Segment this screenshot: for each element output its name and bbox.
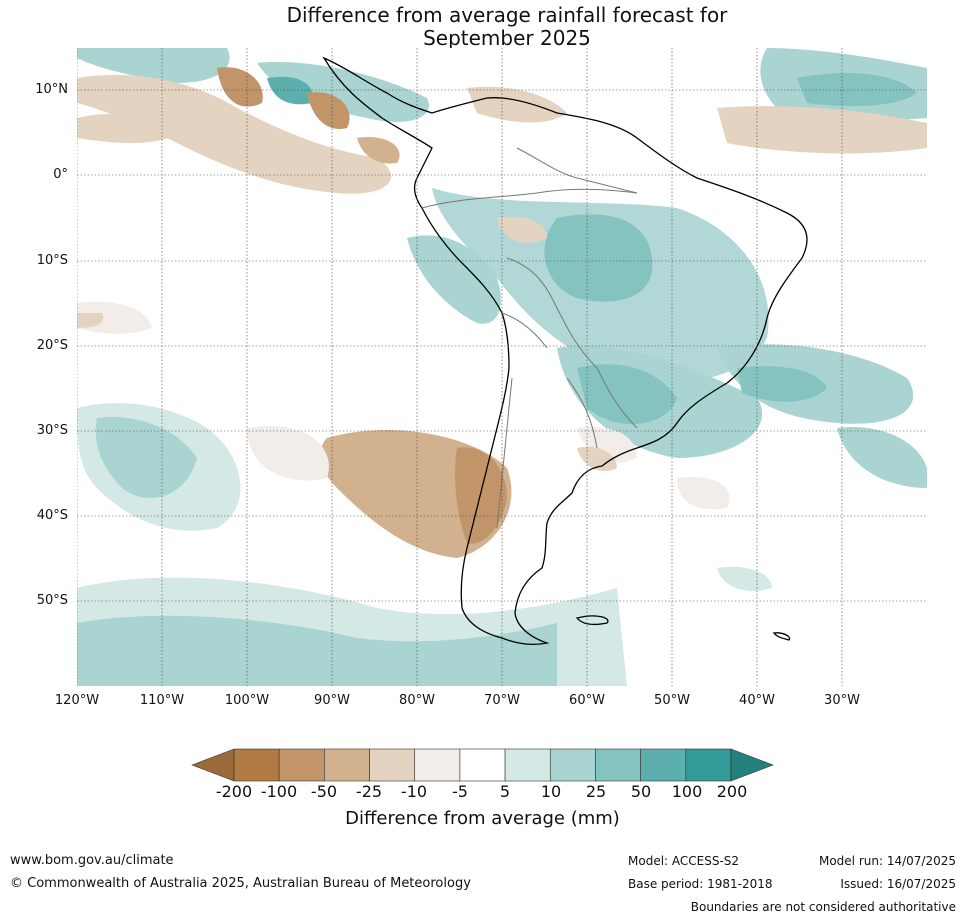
coastlines <box>322 56 808 645</box>
cbar-tick: 200 <box>716 782 748 801</box>
colorbar <box>190 747 775 783</box>
colorbar-swatch <box>685 748 732 782</box>
colorbar-swatch <box>504 748 551 782</box>
lon-label-50w: 50°W <box>654 693 690 708</box>
copyright-text: © Commonwealth of Australia 2025, Austra… <box>10 876 471 891</box>
country-borders <box>421 147 638 529</box>
model-run-text: Model run: 14/07/2025 <box>818 854 956 868</box>
cbar-tick: -5 <box>452 782 468 801</box>
model-text: Model: ACCESS-S2 <box>628 854 740 868</box>
map-title: Difference from average rainfall forecas… <box>0 4 965 50</box>
lat-label-30s: 30°S <box>36 423 68 438</box>
lon-label-100w: 100°W <box>224 693 270 708</box>
lon-label-70w: 70°W <box>484 693 520 708</box>
lat-label-20s: 20°S <box>36 338 68 353</box>
lon-label-30w: 30°W <box>824 693 860 708</box>
colorbar-swatch <box>278 748 325 782</box>
dry-anomaly-areas <box>77 67 927 558</box>
lat-label-10s: 10°S <box>36 253 68 268</box>
colorbar-swatch <box>549 748 596 782</box>
base-period-text: Base period: 1981-2018 <box>628 877 773 891</box>
colorbar-swatch <box>595 748 641 782</box>
lon-label-120w: 120°W <box>54 693 100 708</box>
cbar-tick: -25 <box>355 782 383 801</box>
cbar-tick: -50 <box>310 782 338 801</box>
lon-label-80w: 80°W <box>399 693 435 708</box>
lat-label-50s: 50°S <box>36 593 68 608</box>
lon-label-110w: 110°W <box>139 693 185 708</box>
colorbar-swatch <box>414 748 461 782</box>
colorbar-swatch <box>191 748 235 782</box>
cbar-tick: -100 <box>260 782 298 801</box>
lat-label-0: 0° <box>53 167 68 182</box>
lon-label-60w: 60°W <box>569 693 605 708</box>
cbar-tick: 5 <box>499 782 511 801</box>
colorbar-swatches <box>191 748 774 782</box>
cbar-tick: 100 <box>671 782 703 801</box>
wet-anomaly-areas <box>77 48 927 686</box>
colorbar-swatch <box>730 748 774 782</box>
disclaimer-text: Boundaries are not considered authoritat… <box>690 900 956 914</box>
map-svg <box>77 48 927 686</box>
cbar-tick: -10 <box>400 782 428 801</box>
colorbar-swatch <box>369 748 416 782</box>
cbar-tick: -200 <box>215 782 253 801</box>
lon-label-90w: 90°W <box>314 693 350 708</box>
colorbar-swatch <box>640 748 687 782</box>
colorbar-label: Difference from average (mm) <box>345 808 620 829</box>
colorbar-swatch <box>459 748 506 782</box>
lat-label-10n: 10°N <box>35 82 68 97</box>
title-line-1: Difference from average rainfall forecas… <box>286 3 728 27</box>
issued-text: Issued: 16/07/2025 <box>840 877 956 891</box>
lon-label-40w: 40°W <box>739 693 775 708</box>
colorbar-swatch <box>233 748 280 782</box>
title-line-2: September 2025 <box>423 26 591 50</box>
cbar-tick: 25 <box>585 782 607 801</box>
cbar-tick: 10 <box>540 782 562 801</box>
cbar-tick: 50 <box>630 782 652 801</box>
colorbar-swatch <box>324 748 370 782</box>
colorbar-svg <box>191 748 774 782</box>
lat-label-40s: 40°S <box>36 508 68 523</box>
website-link[interactable]: www.bom.gov.au/climate <box>10 853 174 868</box>
graticule <box>77 48 927 686</box>
rainfall-map <box>77 48 927 686</box>
